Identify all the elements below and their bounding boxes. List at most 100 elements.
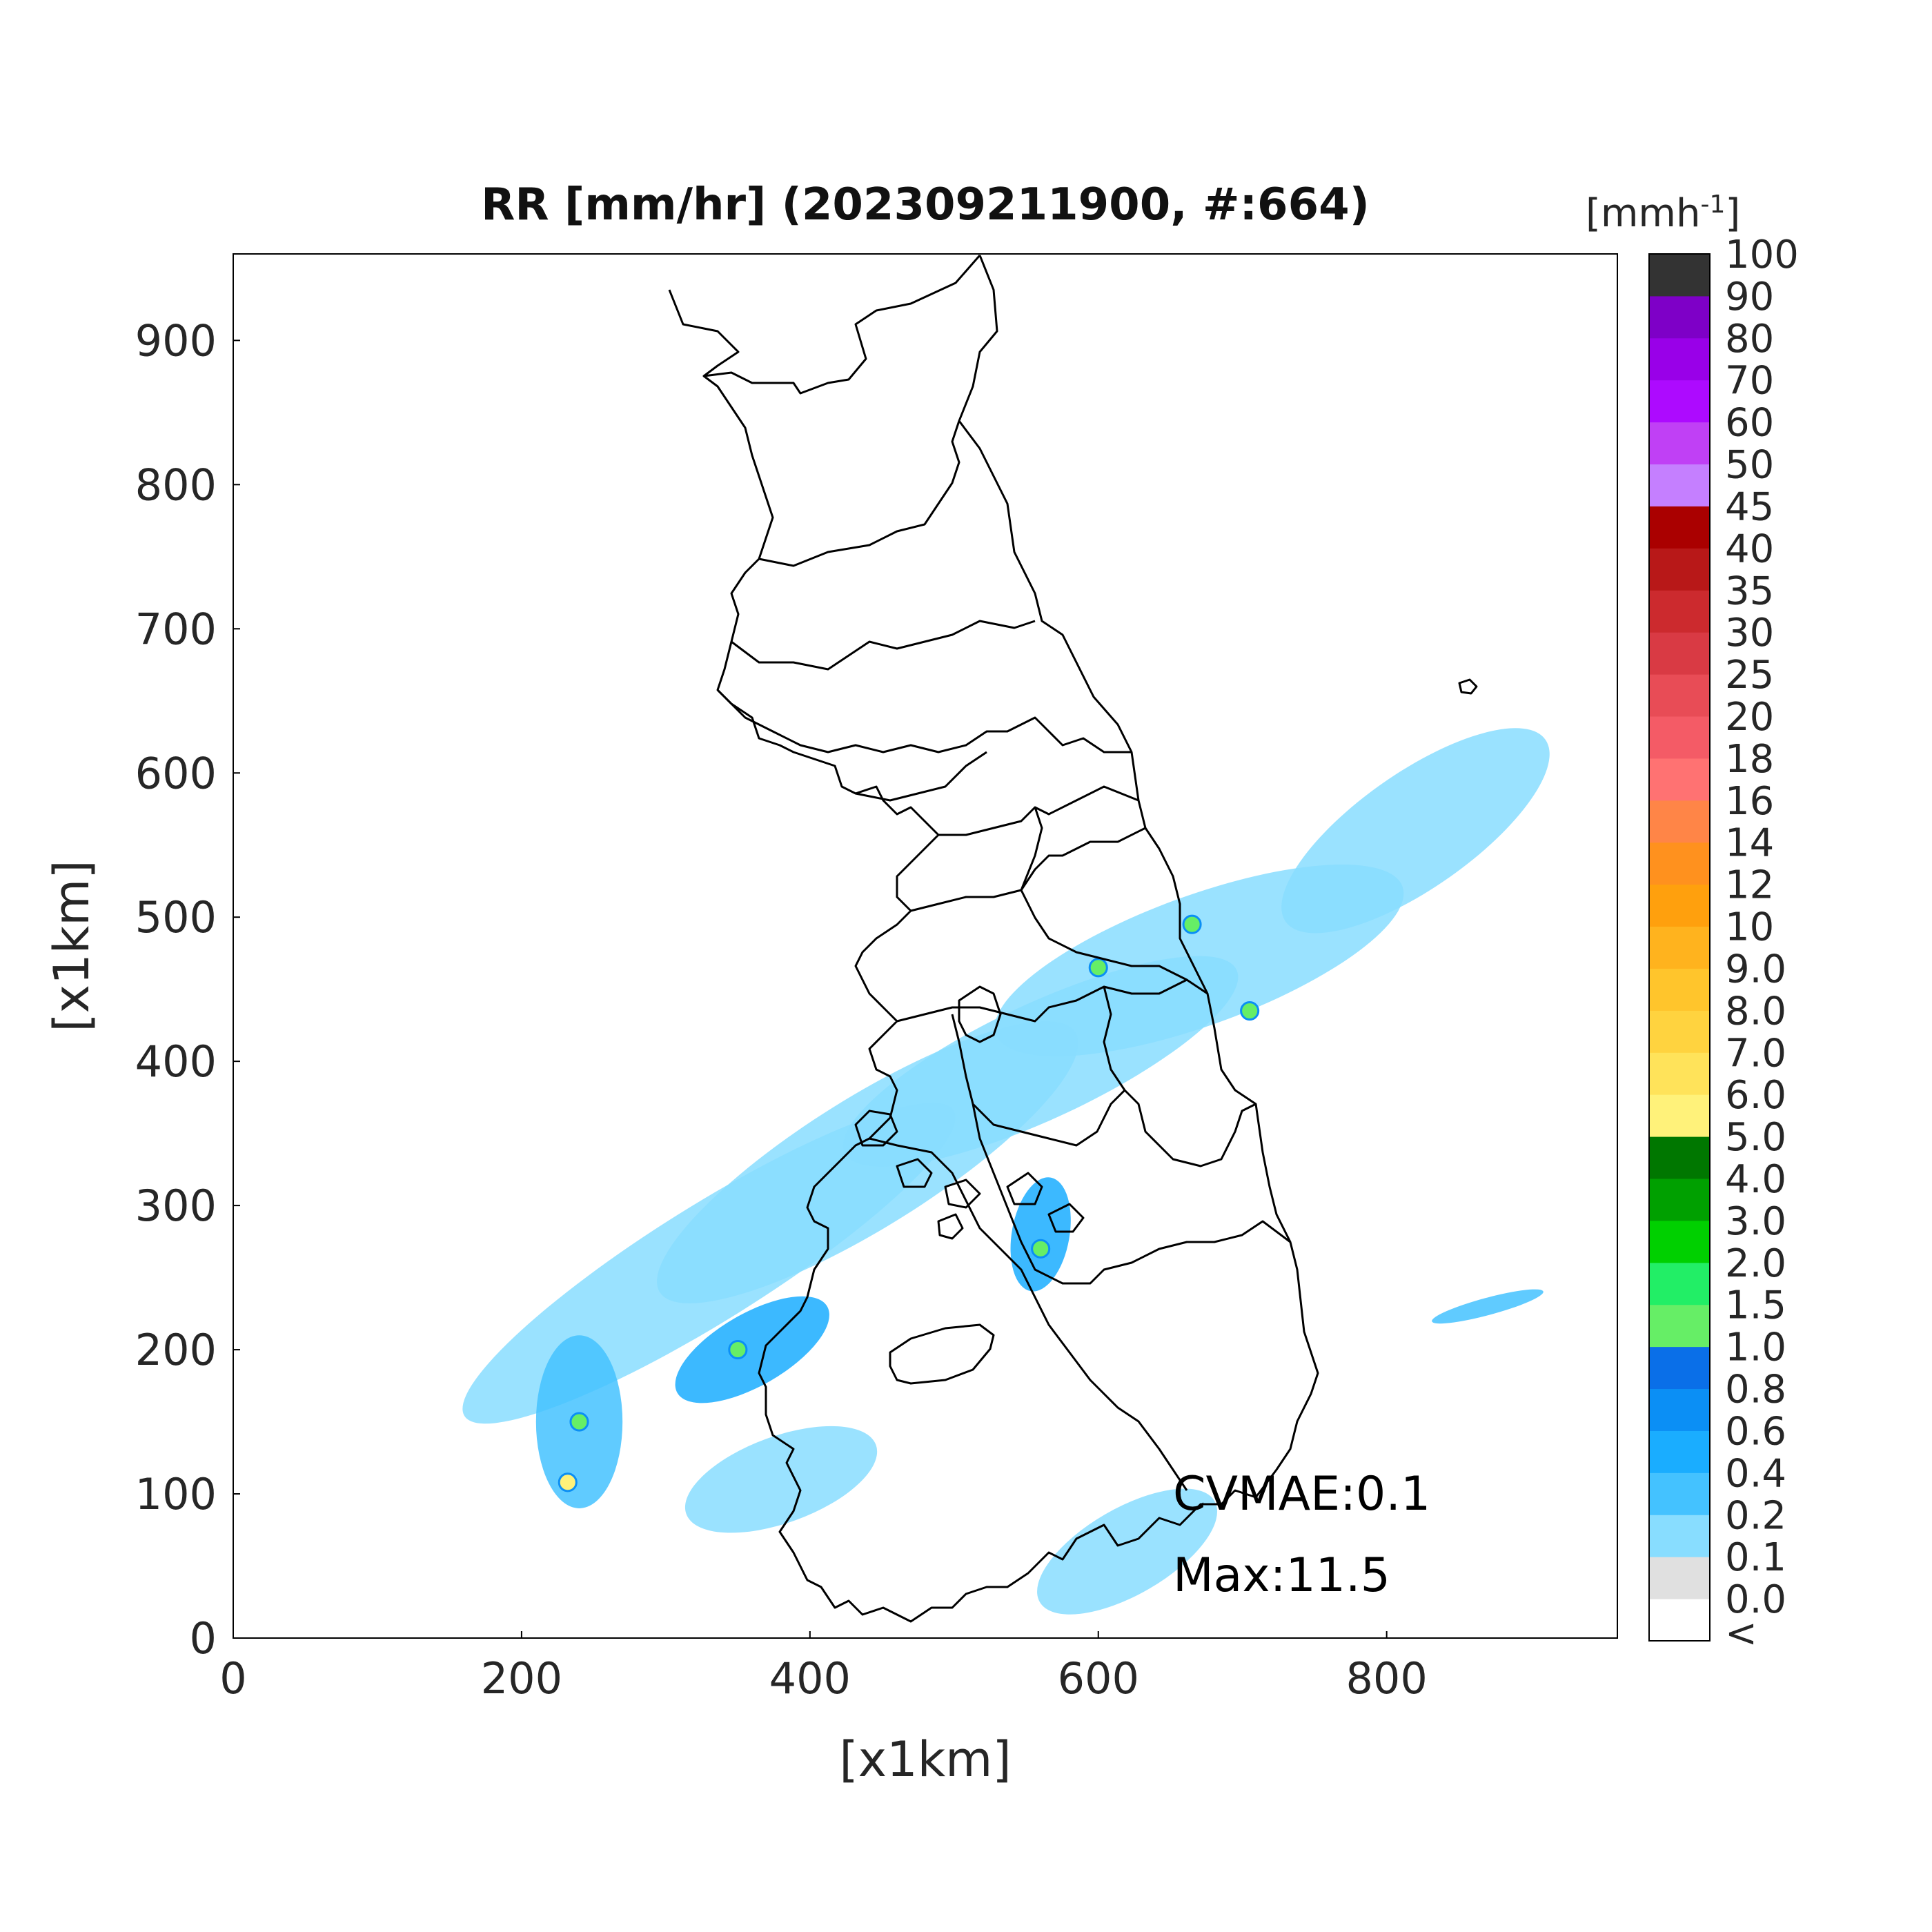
colorbar-swatch xyxy=(1649,1430,1710,1473)
colorbar-label: 0.1 xyxy=(1725,1535,1786,1580)
colorbar-label: 8.0 xyxy=(1725,989,1786,1034)
colorbar-label: 0.6 xyxy=(1725,1409,1786,1454)
y-axis-label: [x1km] xyxy=(43,860,100,1032)
x-axis-label: [x1km] xyxy=(839,1731,1011,1788)
y-tick-label: 700 xyxy=(135,604,217,654)
precip-band-9 xyxy=(675,1296,829,1403)
colorbar-swatch xyxy=(1649,1010,1710,1053)
colorbar-swatch xyxy=(1649,674,1710,717)
y-tick-label: 900 xyxy=(135,315,217,366)
colorbar-label: 7.0 xyxy=(1725,1031,1786,1076)
colorbar-frame xyxy=(1648,253,1711,1642)
colorbar-label: 60 xyxy=(1725,401,1774,446)
y-tick-label: 100 xyxy=(135,1469,217,1519)
chart-title: RR [mm/hr] (202309211900, #:664) xyxy=(481,179,1370,230)
colorbar-swatch xyxy=(1649,884,1710,927)
colorbar-label: 20 xyxy=(1725,695,1774,740)
colorbar-swatch xyxy=(1649,422,1710,465)
colorbar-label: < xyxy=(1725,1611,1757,1656)
precip-hotspot-4 xyxy=(1088,958,1108,978)
colorbar-swatch xyxy=(1649,716,1710,759)
colorbar-label: 30 xyxy=(1725,611,1774,656)
y-tick-label: 600 xyxy=(135,748,217,798)
colorbar-swatch xyxy=(1649,1304,1710,1348)
coastline-borders xyxy=(668,255,1478,1623)
colorbar-swatch xyxy=(1649,968,1710,1011)
colorbar-label: 6.0 xyxy=(1725,1073,1786,1118)
colorbar-swatch xyxy=(1649,842,1710,885)
x-tick-label: 200 xyxy=(481,1653,562,1704)
colorbar-tick-labels: <0.00.10.20.40.60.81.01.52.03.04.05.06.0… xyxy=(1725,233,1799,1656)
x-tick-label: 400 xyxy=(769,1653,851,1704)
x-axis-ticks: 0 200 400 600 800 xyxy=(219,1631,1428,1704)
island-coast xyxy=(958,985,1002,1043)
precip-band-8 xyxy=(1037,1488,1218,1615)
colorbar-label: 80 xyxy=(1725,317,1774,362)
y-tick-label: 800 xyxy=(135,460,217,510)
precip-band-11 xyxy=(1432,1289,1544,1324)
colorbar-unit-exponent: -1 xyxy=(1700,190,1725,219)
colorbar-label: 35 xyxy=(1725,569,1774,613)
colorbar-label: 100 xyxy=(1725,233,1799,277)
colorbar xyxy=(1649,254,1710,1642)
y-tick-label: 400 xyxy=(135,1036,217,1087)
colorbar-label: 10 xyxy=(1725,905,1774,950)
colorbar-swatch xyxy=(1649,464,1710,506)
colorbar-label: 0.8 xyxy=(1725,1368,1786,1412)
y-tick-label: 0 xyxy=(190,1613,217,1664)
colorbar-label: 3.0 xyxy=(1725,1199,1786,1244)
colorbar-swatch xyxy=(1649,337,1710,381)
colorbar-unit: [mmh-1] xyxy=(1586,190,1740,237)
colorbar-swatch xyxy=(1649,1346,1710,1390)
colorbar-swatch xyxy=(1649,926,1710,969)
colorbar-swatch xyxy=(1649,379,1710,423)
colorbar-swatch xyxy=(1649,1052,1710,1095)
colorbar-swatch xyxy=(1649,1472,1710,1515)
colorbar-label: 50 xyxy=(1725,443,1774,488)
colorbar-swatch xyxy=(1649,548,1710,591)
colorbar-label: 16 xyxy=(1725,779,1774,824)
precipitation-field xyxy=(462,728,1550,1615)
precip-hotspot-1 xyxy=(728,1340,748,1360)
colorbar-label: 90 xyxy=(1725,275,1774,319)
colorbar-label: 25 xyxy=(1725,653,1774,698)
colorbar-label: 2.0 xyxy=(1725,1241,1786,1286)
colorbar-unit-close: ] xyxy=(1725,191,1740,236)
coastline-path xyxy=(668,255,1319,1623)
colorbar-label: 0.0 xyxy=(1725,1577,1786,1622)
y-tick-label: 200 xyxy=(135,1325,217,1375)
jeju-island xyxy=(889,1323,995,1385)
colorbar-label: 70 xyxy=(1725,359,1774,404)
colorbar-swatch xyxy=(1649,1136,1710,1179)
precip-hotspot-5 xyxy=(1031,1239,1051,1259)
colorbar-swatch xyxy=(1649,1220,1710,1263)
x-tick-label: 800 xyxy=(1346,1653,1427,1704)
precip-hotspot-7 xyxy=(558,1472,578,1492)
colorbar-label: 5.0 xyxy=(1725,1115,1786,1160)
colorbar-swatch xyxy=(1649,632,1710,675)
precip-band-5 xyxy=(1281,728,1550,934)
y-tick-label: 300 xyxy=(135,1181,217,1231)
map-layer xyxy=(462,255,1617,1638)
colorbar-swatch xyxy=(1649,254,1710,297)
precip-hotspot-2 xyxy=(1182,914,1202,934)
colorbar-label: 14 xyxy=(1725,821,1774,866)
colorbar-label: 0.4 xyxy=(1725,1451,1786,1496)
colorbar-swatch xyxy=(1649,1515,1710,1557)
precip-hotspot-3 xyxy=(1240,1000,1260,1021)
southwest-islands xyxy=(854,1110,1085,1240)
precipitation-hotspots xyxy=(558,914,1260,1492)
x-tick-label: 600 xyxy=(1058,1653,1139,1704)
colorbar-label: 40 xyxy=(1725,526,1774,571)
colorbar-swatch xyxy=(1649,295,1710,339)
precip-band-10 xyxy=(1010,1177,1071,1292)
colorbar-label: 12 xyxy=(1725,863,1774,908)
colorbar-swatch xyxy=(1649,1179,1710,1221)
colorbar-label: 0.2 xyxy=(1725,1493,1786,1538)
precip-band-7 xyxy=(684,1426,878,1533)
colorbar-swatch xyxy=(1649,1557,1710,1599)
colorbar-swatch xyxy=(1649,1388,1710,1431)
colorbar-swatch xyxy=(1649,506,1710,549)
colorbar-swatch xyxy=(1649,590,1710,633)
